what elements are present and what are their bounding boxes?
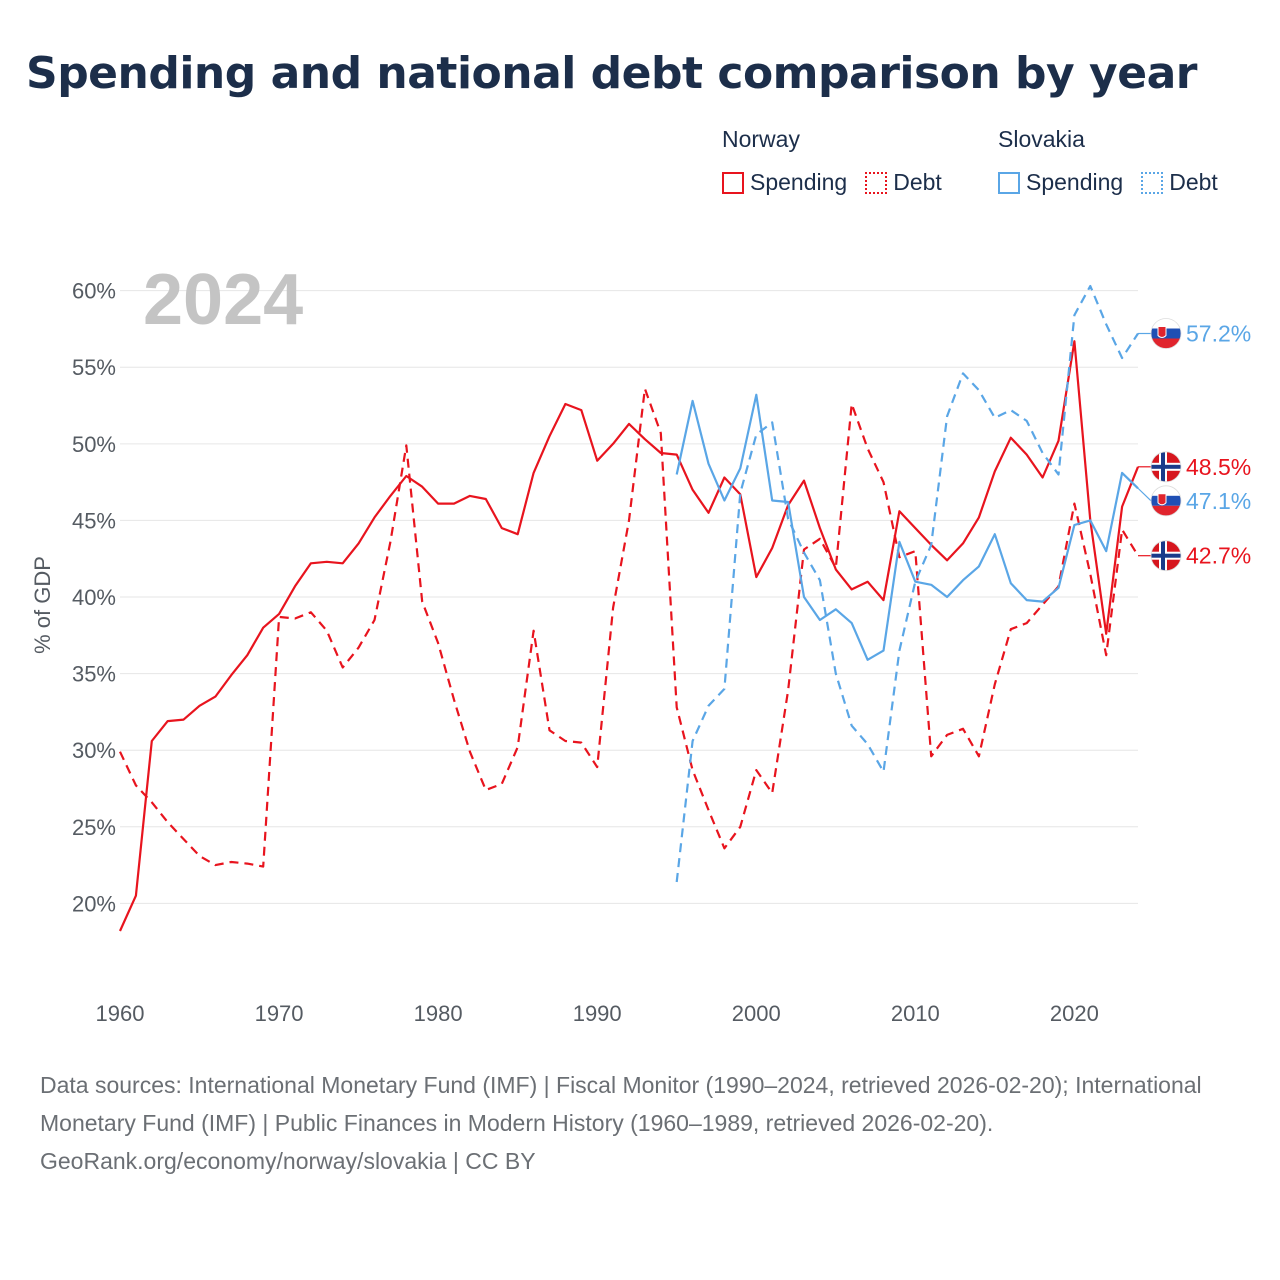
flag-outline [1150, 485, 1182, 517]
legend-item-norway-debt[interactable]: Debt [865, 169, 942, 196]
legend-swatch-dotted [1141, 171, 1164, 194]
x-tick-label: 1990 [573, 1001, 622, 1026]
y-tick-label: 40% [72, 585, 116, 610]
flag-slovakia-icon: 57.2% [1138, 318, 1251, 349]
end-labels: 57.2% 48.5% 47.1% 42.7% [1137, 318, 1251, 572]
end-value-label: 42.7% [1186, 543, 1251, 569]
flag-norway-icon: 42.7% [1138, 540, 1251, 572]
flag-band-white [1151, 485, 1181, 496]
legend-label: Spending [750, 169, 848, 195]
legend-item-slovakia-debt[interactable]: Debt [1141, 169, 1218, 196]
legend-group-norway: Norway Spending Debt [722, 126, 942, 196]
y-tick-label: 60% [72, 279, 116, 304]
series-line-slovakia-spending[interactable] [675, 393, 1139, 661]
flag-band-white [1151, 318, 1181, 329]
x-tick-label: 1980 [414, 1001, 463, 1026]
y-tick-label: 45% [72, 508, 116, 533]
legend-swatch-dotted [865, 171, 888, 194]
flag-norway-art [1151, 451, 1181, 482]
series-line-norway-debt[interactable] [119, 387, 1139, 868]
flag-outline [1150, 540, 1182, 572]
x-tick-label: 1970 [255, 1001, 304, 1026]
x-axis-ticks: 1960 1970 1980 1990 2000 2010 2020 [96, 1001, 1099, 1026]
y-tick-label: 30% [72, 738, 116, 763]
flag-cross-h-blue [1151, 464, 1181, 469]
flag-shield [1157, 326, 1167, 338]
y-axis-ticks: 20% 25% 30% 35% 40% 45% 50% 55% 60% [72, 279, 116, 917]
chart-title: Spending and national debt comparison by… [26, 48, 1197, 99]
x-tick-label: 2000 [732, 1001, 781, 1026]
end-value-label: 57.2% [1186, 321, 1251, 347]
series-lines [118, 284, 1140, 932]
flag-outline [1150, 451, 1182, 483]
flag-cross-v-blue [1161, 451, 1165, 482]
end-connector [1137, 487, 1152, 502]
legend-group-slovakia: Slovakia Spending Debt [998, 126, 1218, 196]
data-sources: Data sources: International Monetary Fun… [40, 1072, 1202, 1136]
legend-swatch-solid [722, 171, 744, 194]
y-tick-label: 50% [72, 432, 116, 457]
x-tick-label: 1960 [96, 1001, 145, 1026]
series-line-slovakia-debt[interactable] [675, 284, 1139, 883]
y-tick-label: 25% [72, 815, 116, 840]
flag-band-red [1151, 505, 1181, 516]
gridlines [120, 290, 1138, 904]
year-watermark: 2024 [143, 260, 303, 340]
legend-swatch-solid [998, 171, 1020, 194]
x-tick-label: 2020 [1050, 1001, 1099, 1026]
line-chart: 20% 25% 30% 35% 40% 45% 50% 55% 60% 1960 1970 1980… [30, 260, 1251, 1026]
series-line-norway-spending[interactable] [118, 340, 1140, 932]
y-axis-label: % of GDP [30, 556, 55, 654]
x-tick-label: 2010 [891, 1001, 940, 1026]
legend-label: Debt [1169, 169, 1218, 195]
legend-label: Debt [893, 169, 942, 195]
legend-group-name: Norway [722, 126, 800, 152]
footer: Data sources: International Monetary Fun… [40, 1066, 1240, 1180]
flag-slovakia-art [1151, 485, 1181, 516]
flag-norway-icon: 48.5% [1138, 451, 1251, 483]
credit-link[interactable]: GeoRank.org/economy/norway/slovakia | CC… [40, 1148, 536, 1174]
legend-item-slovakia-spending[interactable]: Spending [998, 169, 1123, 196]
legend-label: Spending [1026, 169, 1124, 195]
flag-norway-art [1151, 540, 1181, 571]
flag-cross-v-blue [1161, 540, 1165, 571]
end-value-label: 48.5% [1186, 454, 1251, 480]
end-value-label: 47.1% [1186, 488, 1251, 514]
y-tick-label: 35% [72, 662, 116, 687]
flag-band-red [1151, 338, 1181, 349]
y-tick-label: 20% [72, 891, 116, 916]
flag-slovakia-art [1151, 318, 1181, 349]
flag-outline [1150, 318, 1182, 349]
flag-slovakia-icon: 47.1% [1137, 485, 1251, 517]
legend-item-norway-spending[interactable]: Spending [722, 169, 847, 196]
legend-group-name: Slovakia [998, 126, 1085, 152]
flag-cross-h-blue [1151, 553, 1181, 558]
y-tick-label: 55% [72, 355, 116, 380]
flag-shield [1157, 493, 1167, 506]
